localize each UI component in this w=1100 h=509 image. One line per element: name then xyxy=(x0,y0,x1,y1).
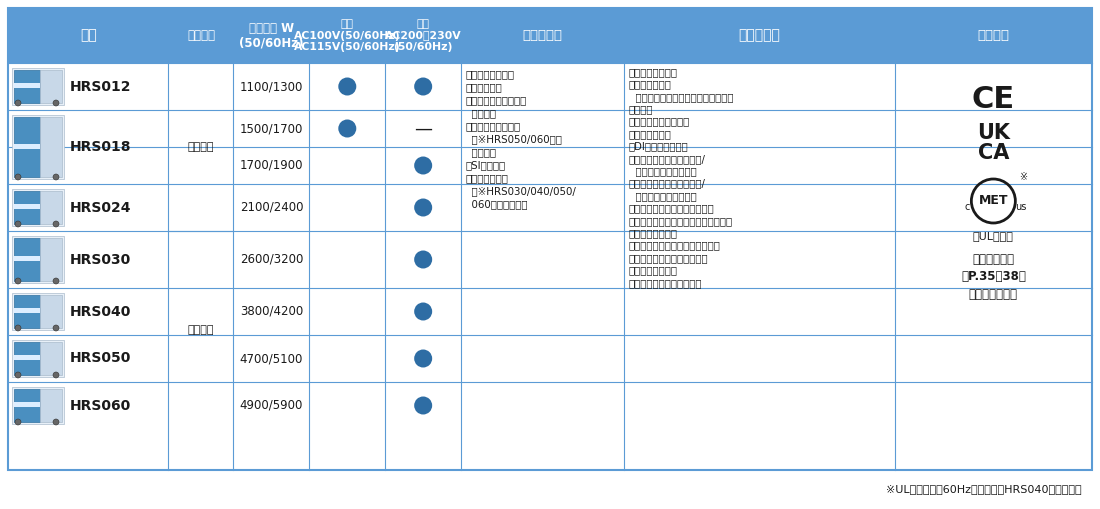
Text: HRS040: HRS040 xyxy=(70,304,131,319)
Circle shape xyxy=(15,174,21,180)
Text: ※: ※ xyxy=(1020,172,1027,182)
Circle shape xyxy=(53,278,59,284)
Text: UK
CA: UK CA xyxy=(977,123,1010,163)
Circle shape xyxy=(415,250,432,269)
Circle shape xyxy=(53,419,59,425)
Text: 単相
AC200～230V
(50/60Hz): 単相 AC200～230V (50/60Hz) xyxy=(385,19,462,52)
Text: 3800/4200: 3800/4200 xyxy=(240,305,303,318)
Circle shape xyxy=(15,325,21,331)
Text: —: — xyxy=(415,120,432,137)
Text: HRS012: HRS012 xyxy=(70,79,132,94)
Circle shape xyxy=(15,419,21,425)
Text: 1700/1900: 1700/1900 xyxy=(240,159,304,172)
Bar xyxy=(14,117,40,177)
Circle shape xyxy=(15,372,21,378)
Text: HRS024: HRS024 xyxy=(70,201,132,214)
Text: HRS060: HRS060 xyxy=(70,399,131,412)
Text: HRS018: HRS018 xyxy=(70,140,132,154)
Text: 適用機種詳細
はP.35～38を
ご参照ください: 適用機種詳細 はP.35～38を ご参照ください xyxy=(961,253,1026,301)
Circle shape xyxy=(339,77,356,96)
Circle shape xyxy=(415,199,432,216)
Text: HRS030: HRS030 xyxy=(70,252,131,267)
Text: 冷却能力 W
(50/60Hz): 冷却能力 W (50/60Hz) xyxy=(239,21,304,49)
Text: ・漏電ブレーカ付
・自動給水付
・脱イオン水（純水）
  配管対応
・高揚程ポンプ仕様
  （※HRS050/060は選
  択不可）
・SI単位固定
・高温環: ・漏電ブレーカ付 ・自動給水付 ・脱イオン水（純水） 配管対応 ・高揚程ポンプ仕… xyxy=(465,69,576,209)
Circle shape xyxy=(415,156,432,175)
Text: 1100/1300: 1100/1300 xyxy=(240,80,304,93)
Bar xyxy=(12,68,64,105)
Bar xyxy=(14,295,40,328)
Circle shape xyxy=(15,278,21,284)
Text: 2100/2400: 2100/2400 xyxy=(240,201,304,214)
Bar xyxy=(12,236,64,283)
Bar xyxy=(14,83,40,88)
Text: us: us xyxy=(1014,202,1026,212)
Bar xyxy=(14,204,40,209)
Bar xyxy=(12,387,64,424)
Bar xyxy=(40,342,62,375)
Bar xyxy=(40,389,62,422)
Circle shape xyxy=(15,221,21,227)
Text: c: c xyxy=(965,202,970,212)
Bar xyxy=(14,144,40,149)
Bar xyxy=(14,191,40,224)
Text: HRS050: HRS050 xyxy=(70,352,131,365)
Bar xyxy=(12,293,64,330)
Bar xyxy=(14,355,40,360)
Bar xyxy=(40,70,62,103)
Bar xyxy=(14,342,40,375)
Circle shape xyxy=(53,325,59,331)
Text: （UL規格）: （UL規格） xyxy=(972,231,1014,241)
Circle shape xyxy=(53,100,59,106)
Circle shape xyxy=(53,221,59,227)
Text: 4700/5100: 4700/5100 xyxy=(240,352,304,365)
Bar xyxy=(12,189,64,226)
Text: ・耐震ブラケット
・配管変換継手
  （空冷用、水冷用、オプション用）
・濃度計
・バイパス配管セット
・電源ケーブル
・DIフィルタセット
・電気抵抗率センサ: ・耐震ブラケット ・配管変換継手 （空冷用、水冷用、オプション用） ・濃度計 ・… xyxy=(629,67,734,288)
Circle shape xyxy=(15,100,21,106)
Text: 4900/5900: 4900/5900 xyxy=(240,399,304,412)
Circle shape xyxy=(53,174,59,180)
Circle shape xyxy=(415,302,432,321)
Text: 1500/1700: 1500/1700 xyxy=(240,122,304,135)
Text: オプション: オプション xyxy=(522,29,562,42)
Text: 水冷方式: 水冷方式 xyxy=(188,325,214,335)
Text: 単相
AC100V(50/60Hz)
AC115V(50/60Hz): 単相 AC100V(50/60Hz) AC115V(50/60Hz) xyxy=(294,19,400,52)
Bar xyxy=(40,191,62,224)
Text: ※UL対応は電源60Hzのみです。HRS040は取得予定: ※UL対応は電源60Hzのみです。HRS040は取得予定 xyxy=(887,484,1082,494)
Text: 2600/3200: 2600/3200 xyxy=(240,253,304,266)
Circle shape xyxy=(415,397,432,414)
Circle shape xyxy=(339,120,356,137)
Circle shape xyxy=(53,372,59,378)
Text: MET: MET xyxy=(979,194,1008,208)
Text: 別売付属品: 別売付属品 xyxy=(738,29,780,42)
Bar xyxy=(14,308,40,313)
Text: CE: CE xyxy=(971,85,1015,114)
Bar xyxy=(40,117,62,177)
Circle shape xyxy=(415,350,432,367)
Bar xyxy=(14,389,40,422)
Bar xyxy=(40,295,62,328)
Text: 冷却方式: 冷却方式 xyxy=(187,29,214,42)
Bar xyxy=(40,238,62,281)
Bar xyxy=(8,8,1092,63)
Bar xyxy=(12,115,64,179)
Text: 空冷方式: 空冷方式 xyxy=(188,142,214,152)
Bar xyxy=(14,256,40,261)
Bar xyxy=(14,70,40,103)
Text: 海外規格: 海外規格 xyxy=(978,29,1010,42)
Text: 型式: 型式 xyxy=(80,29,97,42)
Bar xyxy=(14,402,40,407)
Bar xyxy=(12,340,64,377)
Bar xyxy=(14,238,40,281)
Circle shape xyxy=(415,77,432,96)
